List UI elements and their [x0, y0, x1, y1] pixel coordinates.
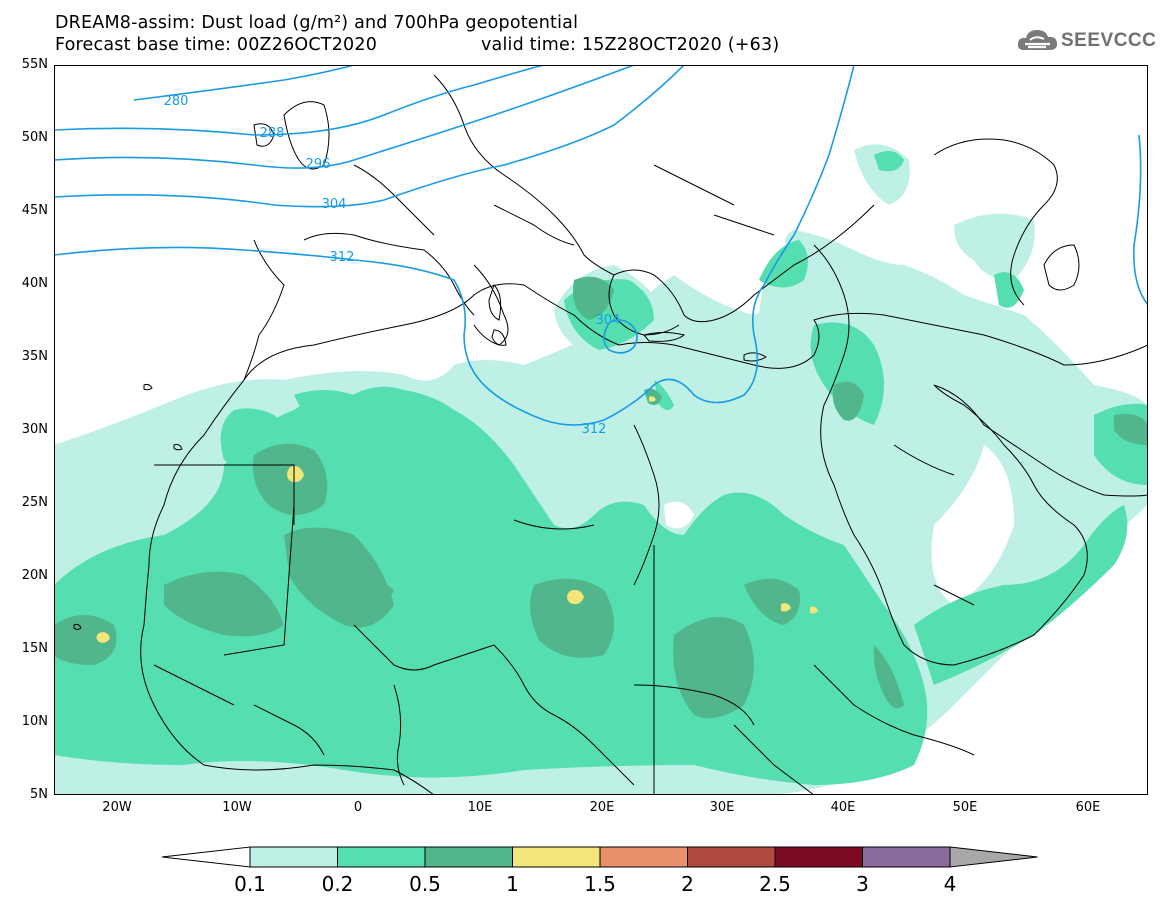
lon-label: 10W: [222, 800, 252, 815]
colorbar-swatch: [424, 846, 513, 868]
colorbar-over-arrow: [949, 846, 1038, 868]
logo-text: SEEVCCC: [1061, 30, 1157, 51]
cloud-logo-icon: [1017, 30, 1057, 50]
dust-load-map: 280 288 296 304 312 304 312: [54, 65, 1148, 795]
colorbar-tick-label: 4: [943, 872, 957, 896]
colorbar-swatch: [599, 846, 688, 868]
coastlines: [140, 74, 1148, 795]
lon-label: 60E: [1075, 800, 1101, 815]
colorbar: [160, 842, 1045, 872]
lon-label: 40E: [830, 800, 856, 815]
colorbar-swatch: [774, 846, 863, 868]
colorbar-tick-label: 2.5: [759, 872, 791, 896]
geopotential-contours: [54, 65, 1148, 426]
lat-label: 35N: [21, 349, 48, 364]
lat-label: 25N: [21, 495, 48, 510]
contour-label-288: 288: [260, 126, 285, 141]
colorbar-tick-label: 0.2: [321, 872, 354, 896]
lat-label: 45N: [21, 203, 48, 218]
lat-label: 50N: [21, 130, 48, 145]
colorbar-tick-label: 1: [506, 872, 519, 896]
lat-label: 55N: [21, 57, 48, 72]
lat-label: 30N: [21, 422, 48, 437]
contour-label-312: 312: [330, 250, 355, 265]
colorbar-swatch: [337, 846, 426, 868]
base-time-label: Forecast base time: 00Z26OCT2020: [55, 35, 378, 55]
colorbar-under-arrow: [161, 846, 251, 868]
lat-label: 5N: [30, 787, 48, 802]
contour-label-280: 280: [164, 94, 189, 109]
lon-label: 10E: [467, 800, 493, 815]
colorbar-tick-label: 0.5: [409, 872, 441, 896]
contour-label-304b: 304: [596, 313, 621, 328]
colorbar-tick-label: 2: [681, 872, 694, 896]
map-title: DREAM8-assim: Dust load (g/m²) and 700hP…: [55, 13, 579, 33]
lon-label: 20E: [589, 800, 615, 815]
contour-labels: 280 288 296 304 312 304 312: [164, 94, 621, 437]
colorbar-swatch: [862, 846, 951, 868]
lon-label: 20W: [102, 800, 132, 815]
colorbar-tick-label: 3: [856, 872, 869, 896]
lon-label: 0: [353, 800, 363, 815]
contour-label-296: 296: [306, 157, 331, 172]
colorbar-swatch: [687, 846, 776, 868]
lat-label: 10N: [21, 714, 48, 729]
colorbar-swatch: [512, 846, 601, 868]
lat-label: 20N: [21, 568, 48, 583]
colorbar-tick-label: 0.1: [234, 872, 266, 896]
lat-label: 15N: [21, 641, 48, 656]
valid-time-label: valid time: 15Z28OCT2020 (+63): [481, 35, 780, 55]
dust-field-high: [96, 396, 818, 643]
contour-label-304: 304: [322, 197, 347, 212]
seevccc-logo: SEEVCCC: [1016, 24, 1156, 60]
colorbar-swatch: [249, 846, 338, 868]
lon-label: 50E: [952, 800, 978, 815]
lat-label: 40N: [21, 276, 48, 291]
contour-label-312b: 312: [582, 422, 607, 437]
islands: [73, 101, 767, 630]
map-subtitle: Forecast base time: 00Z26OCT2020 valid ti…: [55, 35, 779, 55]
colorbar-tick-label: 1.5: [584, 872, 616, 896]
lon-label: 30E: [709, 800, 735, 815]
